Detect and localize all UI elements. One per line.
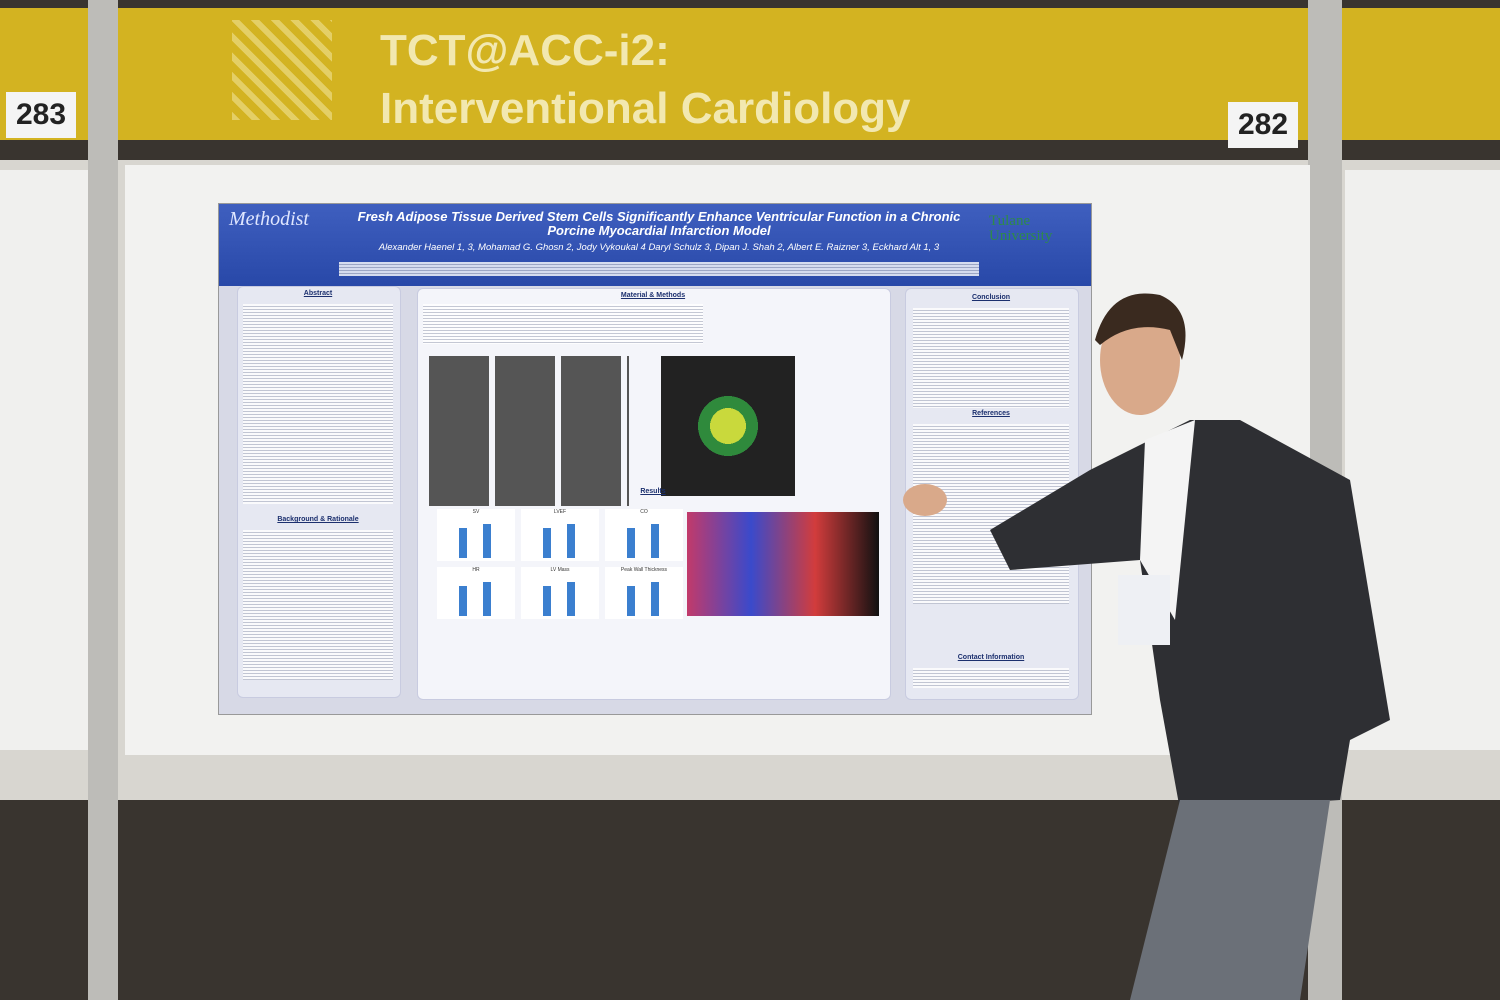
chart-bar xyxy=(567,524,575,558)
shirt xyxy=(1140,420,1195,620)
chart-title: LVEF xyxy=(553,509,567,515)
chart-panel: LVEF xyxy=(521,509,599,561)
section-heading: Conclusion xyxy=(971,294,1011,301)
chart-bar xyxy=(651,524,659,558)
jacket xyxy=(990,420,1390,810)
section-heading: Contact Information xyxy=(957,654,1025,661)
chart-title: CO xyxy=(640,509,648,515)
banner-title: TCT@ACC-i2: Interventional Cardiology xyxy=(380,22,911,138)
chart-panel: Peak Wall Thickness xyxy=(605,567,683,619)
banner-line: TCT@ACC-i2: xyxy=(380,26,670,75)
chart-bar xyxy=(567,582,575,616)
section-heading: References xyxy=(972,410,1010,417)
affiliations xyxy=(339,262,979,276)
body-text xyxy=(243,530,393,680)
section-heading: Abstract xyxy=(303,290,333,297)
chart-panel: HR xyxy=(437,567,515,619)
chart-bar xyxy=(651,582,659,616)
pole xyxy=(88,0,118,1000)
chart-bar xyxy=(543,586,551,616)
chart-title: HR xyxy=(472,567,480,573)
logo: Tulane University xyxy=(989,213,1053,244)
chart-bar xyxy=(459,528,467,558)
mri-images xyxy=(661,356,795,496)
banner-logo xyxy=(232,20,332,120)
section-heading: Results xyxy=(640,488,666,495)
chart-panel: CO xyxy=(605,509,683,561)
chart-title: Peak Wall Thickness xyxy=(620,567,668,573)
body-text xyxy=(243,304,393,504)
poster-authors: Alexander Haenel 1, 3, Mohamad G. Ghosn … xyxy=(378,242,940,253)
chart-title: SV xyxy=(472,509,480,515)
hand xyxy=(903,484,947,516)
chart-bar xyxy=(627,528,635,558)
hair xyxy=(1095,293,1186,360)
chart-panel: LV Mass xyxy=(521,567,599,619)
logo: Methodist xyxy=(229,208,309,230)
angiography-images xyxy=(429,356,629,506)
badge xyxy=(1118,575,1170,645)
trousers xyxy=(1130,800,1330,1000)
histology-images xyxy=(687,512,879,616)
booth-number: 282 xyxy=(1228,102,1298,148)
chart-bar xyxy=(543,528,551,558)
booth-number: 283 xyxy=(6,92,76,138)
chart-title: LV Mass xyxy=(550,567,570,573)
section-heading: Background & Rationale xyxy=(277,516,359,523)
chart-bar xyxy=(483,582,491,616)
body-text xyxy=(423,304,703,344)
chart-bar xyxy=(627,586,635,616)
chart-bar xyxy=(483,524,491,558)
body-text xyxy=(913,308,1069,408)
banner-line: Interventional Cardiology xyxy=(380,84,911,133)
chart-bar xyxy=(459,586,467,616)
chart-panel: SV xyxy=(437,509,515,561)
poster: Methodist Tulane University Fresh Adipos… xyxy=(218,203,1092,715)
body-text xyxy=(913,668,1069,688)
section-heading: Material & Methods xyxy=(620,292,686,299)
poster-title: Fresh Adipose Tissue Derived Stem Cells … xyxy=(357,209,961,238)
poster-board xyxy=(0,170,88,750)
